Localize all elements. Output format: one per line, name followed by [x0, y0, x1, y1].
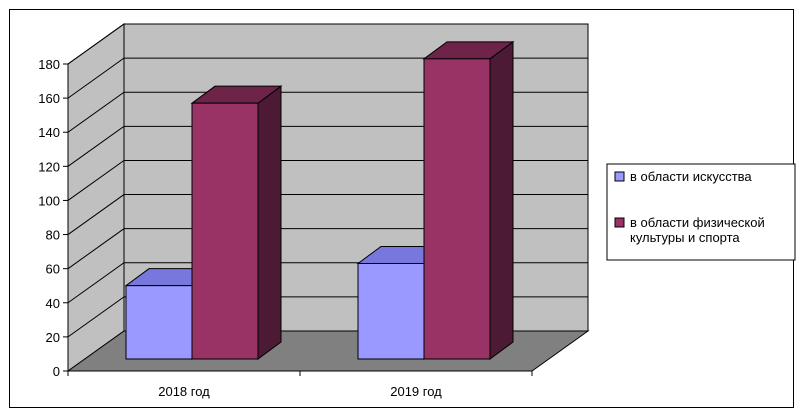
bar — [190, 85, 283, 360]
y-tick-label: 180 — [38, 57, 60, 72]
y-tick-label: 40 — [46, 296, 60, 311]
legend: в области искусства в области физическойк… — [606, 163, 796, 261]
bars — [124, 40, 515, 360]
side-wall — [67, 23, 125, 372]
x-tick-label: 2018 год — [158, 384, 210, 399]
legend-label: в области искусства — [630, 169, 752, 184]
legend-label: культуры и спорта — [630, 230, 740, 245]
y-tick-label: 0 — [53, 364, 60, 379]
gridline — [67, 23, 588, 65]
bar-front — [191, 102, 259, 360]
bar-front — [423, 58, 491, 360]
legend-box — [606, 163, 796, 261]
bar-side — [257, 85, 282, 360]
legend-swatch — [614, 217, 625, 228]
x-axis-tick-labels: 2018 год 2019 год — [158, 384, 442, 399]
bar-front — [357, 262, 425, 360]
y-tick-label: 140 — [38, 125, 60, 140]
bar-front — [125, 285, 193, 360]
y-tick-label: 80 — [46, 228, 60, 243]
y-tick-label: 120 — [38, 159, 60, 174]
y-tick-label: 60 — [46, 262, 60, 277]
y-tick-label: 20 — [46, 330, 60, 345]
y-axis-tick-labels: 0 20 40 60 80 100 120 140 160 180 — [38, 57, 60, 379]
y-tick-label: 100 — [38, 193, 60, 208]
legend-swatch — [614, 171, 625, 182]
axes — [63, 63, 533, 376]
x-tick-label: 2019 год — [390, 384, 442, 399]
y-tick-label: 160 — [38, 91, 60, 106]
bar — [422, 40, 515, 360]
bar-side — [489, 40, 514, 360]
legend-label: в области физической — [630, 215, 765, 230]
